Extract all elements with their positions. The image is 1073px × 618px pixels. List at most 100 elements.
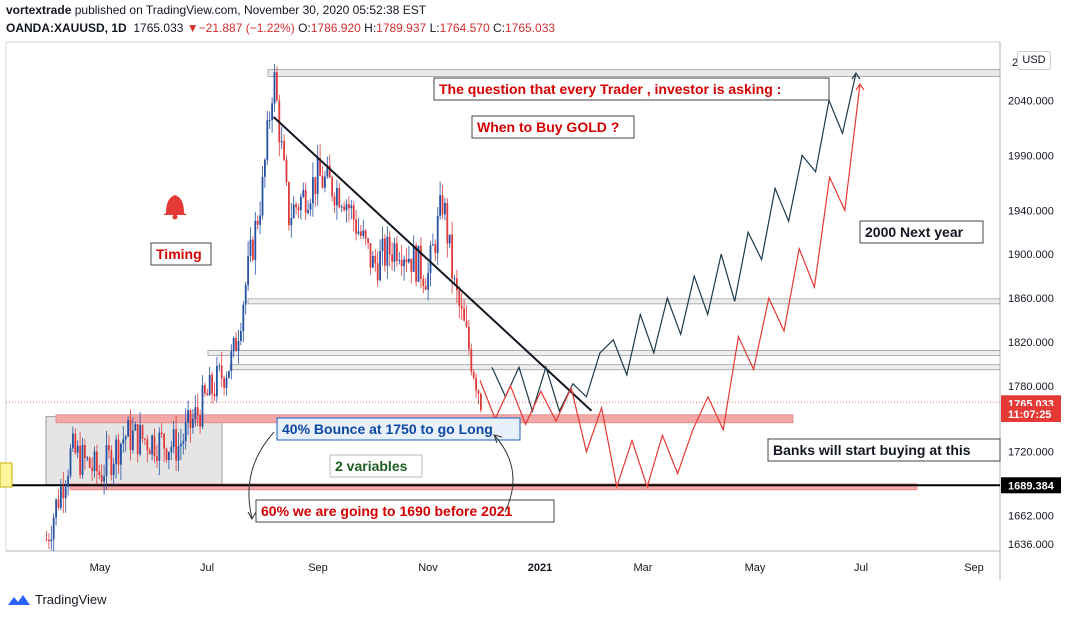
candle-body: [127, 420, 129, 437]
candle-body: [307, 209, 309, 214]
candle-body: [252, 239, 254, 260]
x-tick-label: Jul: [854, 562, 868, 574]
annotation-box: [859, 220, 984, 244]
candle-body: [62, 486, 65, 499]
candle-body: [453, 278, 456, 280]
candle-body: [472, 371, 475, 378]
candle-body: [218, 365, 221, 367]
currency-button[interactable]: USD: [1017, 51, 1051, 70]
candle-body: [477, 390, 480, 394]
candle-body: [91, 467, 93, 472]
tradingview-footer[interactable]: TradingView: [7, 592, 107, 607]
candle-body: [259, 215, 261, 225]
annotation-box: [433, 77, 830, 101]
candle-body: [348, 204, 350, 209]
candle-body: [333, 196, 336, 206]
published-text: published on TradingView.com, November 3…: [74, 3, 427, 17]
publisher-line: vortextrade published on TradingView.com…: [6, 3, 426, 17]
annotation-text: Banks will start buying at this: [773, 442, 971, 458]
projection-red: [479, 83, 861, 490]
candle-body: [134, 424, 137, 431]
candle-body: [400, 260, 403, 267]
annotation-3: 2000 Next year: [859, 220, 984, 244]
candle-body: [345, 204, 348, 211]
y-tick-label: 1780.000: [1008, 381, 1054, 393]
candle-body: [285, 159, 288, 183]
publisher-name[interactable]: vortextrade: [6, 3, 72, 17]
candle-body: [403, 259, 405, 267]
candle-body: [314, 177, 317, 194]
candle-body: [172, 429, 175, 448]
candle-body: [276, 72, 278, 101]
candle-body: [237, 340, 240, 351]
x-tick-label: Sep: [308, 562, 328, 574]
curve-arrow-left: [248, 431, 275, 519]
candle-body: [216, 366, 218, 397]
candle-body: [369, 243, 372, 268]
candle-body: [79, 445, 81, 475]
candle-body: [67, 475, 69, 487]
candle-body: [184, 422, 187, 442]
x-tick-label: 2021: [528, 562, 552, 574]
candle-body: [160, 432, 163, 434]
x-tick-label: May: [90, 562, 111, 574]
annotation-box: [767, 438, 1001, 462]
candle-body: [141, 425, 144, 439]
candle-body: [475, 377, 477, 391]
candle-body: [48, 539, 50, 542]
candle-body: [266, 120, 269, 161]
candle-body: [324, 176, 326, 188]
candle-body: [240, 331, 242, 341]
candle-body: [196, 407, 199, 416]
annotation-text: 40% Bounce at 1750 to go Long: [282, 421, 493, 437]
candle-body: [350, 205, 353, 209]
candle-body: [180, 443, 182, 447]
candle-body: [249, 239, 252, 256]
candle-body: [72, 433, 74, 449]
candle-body: [264, 160, 266, 177]
low-label: L:: [429, 21, 440, 35]
annotation-0: The question that every Trader , investo…: [433, 77, 830, 101]
candle-body: [211, 374, 213, 394]
candle-body: [208, 374, 211, 396]
candle-body: [129, 420, 132, 450]
open-value: 1786.920: [310, 21, 361, 35]
candle-body: [427, 273, 429, 290]
candle-body: [115, 439, 117, 464]
symbol[interactable]: OANDA:XAUUSD, 1D: [6, 21, 127, 35]
candle-body: [381, 238, 384, 252]
candle-body: [187, 410, 189, 423]
candle-body: [384, 238, 386, 266]
y-tick-label: 2040.000: [1008, 96, 1054, 108]
candle-body: [151, 435, 153, 455]
candle-body: [444, 202, 446, 215]
candle-body: [424, 285, 427, 290]
projection-dark: [491, 72, 857, 414]
candle-body: [84, 445, 86, 458]
candle-body: [434, 244, 437, 254]
candle-body: [96, 451, 98, 472]
candle-body: [194, 407, 197, 420]
candle-body: [451, 234, 453, 279]
candle-body: [456, 278, 458, 291]
candle-body: [338, 188, 341, 208]
zone-1860: [247, 298, 1001, 305]
candle-body: [331, 177, 333, 197]
annotation-1: When to Buy GOLD ?: [471, 115, 635, 139]
y-tick-label: 1900.000: [1008, 249, 1054, 261]
candle-body: [288, 182, 290, 226]
curve-arrow-right-head: [493, 434, 503, 444]
candle-body: [223, 378, 225, 388]
price-label-text: 1689.384: [1008, 480, 1055, 492]
annotation-text: 2000 Next year: [865, 224, 964, 240]
x-tick-label: Sep: [964, 562, 984, 574]
candle-body: [357, 231, 360, 234]
candle-body: [156, 456, 158, 461]
zone-top: [267, 69, 1001, 77]
candle-body: [408, 258, 410, 263]
candle-body: [422, 278, 425, 286]
candle-body: [465, 320, 468, 327]
trendline: [272, 116, 593, 412]
candle-body: [55, 499, 57, 518]
